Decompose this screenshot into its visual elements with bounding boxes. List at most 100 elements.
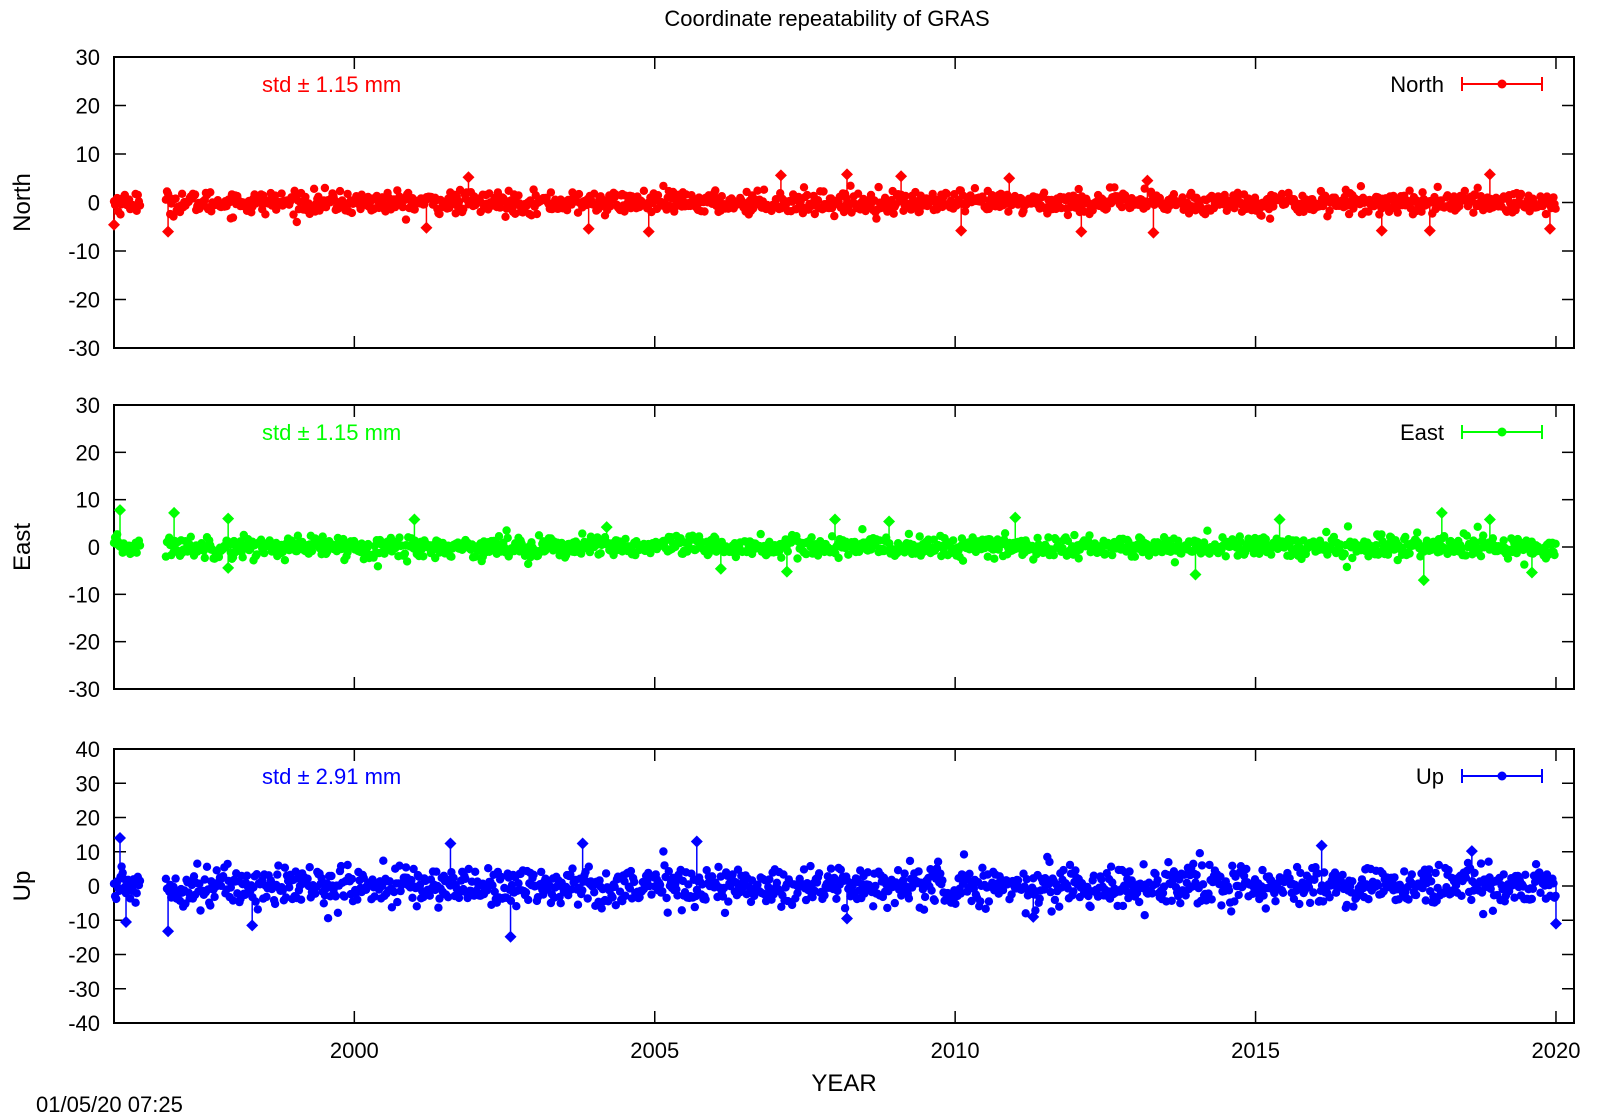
data-point — [933, 857, 943, 866]
data-point — [830, 211, 839, 221]
data-point — [281, 893, 291, 902]
outlier-point — [690, 835, 703, 848]
data-point — [1503, 554, 1513, 563]
data-point — [1278, 888, 1288, 897]
data-point — [574, 189, 584, 199]
data-point — [1536, 888, 1545, 897]
outlier-point — [1147, 226, 1160, 239]
data-point — [927, 886, 936, 895]
data-point — [1356, 182, 1366, 191]
data-point — [573, 900, 583, 909]
data-point — [728, 870, 737, 879]
data-point — [323, 914, 333, 923]
data-point — [340, 892, 349, 901]
data-point — [984, 897, 994, 906]
data-point — [981, 904, 990, 913]
data-point — [596, 549, 605, 558]
data-point — [401, 863, 411, 872]
data-point — [606, 202, 615, 211]
y-axis-label: Up — [9, 871, 36, 902]
data-point — [1071, 866, 1080, 875]
outlier-point — [114, 832, 127, 845]
data-point — [502, 526, 511, 535]
y-tick-label: 30 — [76, 45, 100, 70]
data-point — [799, 183, 809, 192]
data-point — [759, 185, 769, 194]
outlier-point — [162, 225, 175, 238]
data-point — [514, 191, 523, 200]
data-point — [978, 863, 987, 872]
data-point — [914, 867, 923, 876]
data-point — [252, 550, 261, 559]
data-point — [1176, 899, 1185, 908]
data-point — [169, 212, 178, 221]
data-point — [918, 885, 928, 894]
data-point — [133, 190, 142, 200]
data-point — [787, 900, 797, 910]
x-tick-label: 2010 — [931, 1038, 980, 1063]
data-point — [238, 553, 247, 562]
data-point — [566, 870, 575, 880]
y-tick-label: 0 — [88, 191, 100, 216]
data-point — [189, 872, 199, 881]
data-point — [1086, 902, 1095, 912]
data-point — [200, 875, 209, 884]
data-point — [1170, 558, 1180, 567]
data-point — [702, 866, 711, 875]
data-point — [783, 547, 792, 556]
data-point — [1089, 871, 1099, 880]
data-point — [336, 861, 346, 871]
data-point — [1063, 210, 1073, 220]
data-point — [756, 529, 765, 539]
data-point — [1349, 902, 1358, 911]
y-tick-label: -10 — [68, 908, 100, 933]
outlier-point — [1375, 224, 1388, 237]
outlier-point — [1549, 917, 1562, 930]
data-point — [714, 862, 723, 872]
data-point — [161, 874, 171, 883]
data-point — [872, 214, 881, 223]
data-point — [965, 869, 974, 878]
data-point — [1164, 858, 1173, 867]
data-point — [1457, 891, 1466, 900]
std-annotation: std ± 2.91 mm — [262, 764, 401, 789]
outlier-point — [780, 565, 793, 578]
data-point — [904, 894, 914, 903]
data-point — [1110, 183, 1119, 192]
data-point — [820, 891, 829, 900]
data-point — [608, 893, 617, 902]
data-point — [793, 554, 802, 563]
outlier-point — [600, 521, 613, 534]
data-point — [1197, 861, 1207, 870]
y-tick-label: 10 — [76, 840, 100, 865]
outlier-point — [462, 171, 475, 184]
data-point — [1405, 549, 1414, 558]
data-point — [1343, 522, 1353, 531]
timestamp: 01/05/20 07:25 — [36, 1092, 183, 1117]
data-point — [1444, 865, 1453, 875]
data-point — [1383, 550, 1393, 559]
data-point — [1070, 530, 1079, 540]
data-point — [343, 860, 352, 870]
data-point — [274, 861, 283, 870]
data-point — [1224, 886, 1234, 895]
outlier-point — [1483, 513, 1496, 526]
data-point — [1401, 532, 1410, 542]
data-point — [1407, 870, 1417, 879]
data-point — [936, 869, 945, 878]
data-point — [1471, 538, 1480, 547]
data-point — [653, 191, 663, 200]
data-point — [834, 553, 843, 563]
outlier-point — [883, 515, 896, 528]
data-point — [331, 892, 340, 901]
data-point — [1097, 875, 1106, 884]
data-point — [177, 189, 187, 198]
data-point — [1340, 549, 1349, 559]
data-point — [1499, 536, 1508, 545]
std-annotation: std ± 1.15 mm — [262, 420, 401, 445]
data-point — [301, 192, 310, 202]
data-point — [1318, 897, 1328, 906]
data-point — [1418, 188, 1427, 197]
data-point — [280, 556, 290, 565]
data-point — [1434, 860, 1444, 870]
